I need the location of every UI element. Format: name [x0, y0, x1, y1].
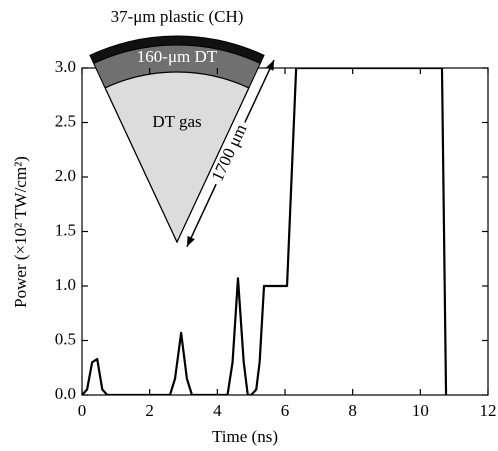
- annotation: 160-μm DT: [137, 47, 218, 66]
- label-bg: [207, 118, 254, 189]
- x-tick-label: 12: [480, 401, 497, 420]
- x-tick-label: 0: [78, 401, 87, 420]
- x-axis-label: Time (ns): [212, 427, 278, 446]
- x-tick-label: 2: [145, 401, 154, 420]
- x-tick-label: 4: [213, 401, 222, 420]
- y-tick-label: 1.5: [55, 220, 76, 239]
- y-tick-label: 1.0: [55, 275, 76, 294]
- annotation: DT gas: [152, 112, 201, 131]
- y-tick-label: 0.5: [55, 329, 76, 348]
- y-tick-label: 0.0: [55, 384, 76, 403]
- arrow-head: [266, 59, 275, 71]
- y-axis-label: Power (×10² TW/cm²): [11, 156, 30, 308]
- x-tick-label: 10: [412, 401, 429, 420]
- arrow-head: [186, 235, 195, 247]
- x-tick-label: 6: [281, 401, 290, 420]
- y-tick-label: 2.0: [55, 166, 76, 185]
- y-tick-label: 2.5: [55, 111, 76, 130]
- x-tick-label: 8: [348, 401, 357, 420]
- data-line: [82, 68, 448, 395]
- annotation: 37-μm plastic (CH): [111, 7, 244, 26]
- dt-gas: [104, 71, 250, 244]
- y-tick-label: 3.0: [55, 57, 76, 76]
